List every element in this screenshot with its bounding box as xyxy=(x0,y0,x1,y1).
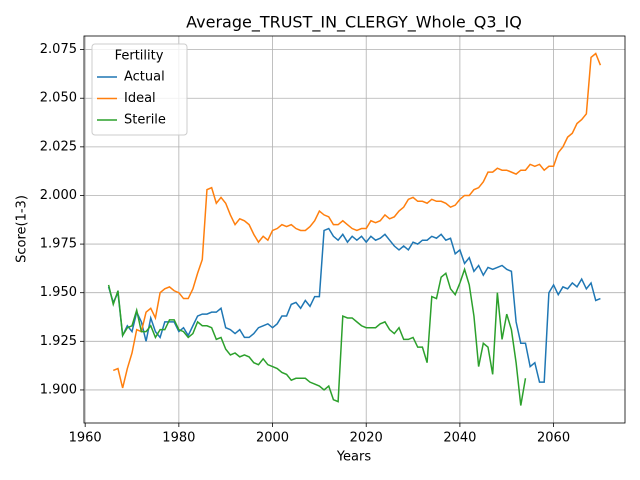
x-tick-label: 1960 xyxy=(69,431,102,446)
x-tick-label: 2040 xyxy=(443,431,476,446)
y-tick-label: 1.950 xyxy=(40,285,77,300)
legend-title: Fertility xyxy=(115,49,164,64)
y-tick-label: 1.975 xyxy=(40,237,77,252)
legend-label: Sterile xyxy=(124,113,166,128)
x-tick-label: 2020 xyxy=(350,431,383,446)
legend-box xyxy=(91,43,188,136)
legend-label: Actual xyxy=(124,70,165,85)
y-tick-label: 2.050 xyxy=(40,91,77,106)
y-tick-label: 1.925 xyxy=(40,334,77,349)
y-tick-label: 2.075 xyxy=(40,42,77,57)
y-tick-label: 2.000 xyxy=(40,188,77,203)
x-axis-label: Years xyxy=(336,450,372,465)
x-tick-label: 2060 xyxy=(537,431,570,446)
series-line xyxy=(112,52,602,389)
y-tick-label: 2.025 xyxy=(40,139,77,154)
y-axis-label: Score(1-3) xyxy=(15,195,30,263)
series-line xyxy=(107,227,601,383)
chart-title: Average_TRUST_IN_CLERGY_Whole_Q3_IQ xyxy=(186,13,522,33)
y-tick-label: 1.900 xyxy=(40,382,77,397)
legend-label: Ideal xyxy=(124,91,156,106)
x-tick-label: 2000 xyxy=(256,431,289,446)
series-line xyxy=(107,266,527,406)
plot-frame xyxy=(83,35,626,424)
x-tick-label: 1980 xyxy=(162,431,195,446)
